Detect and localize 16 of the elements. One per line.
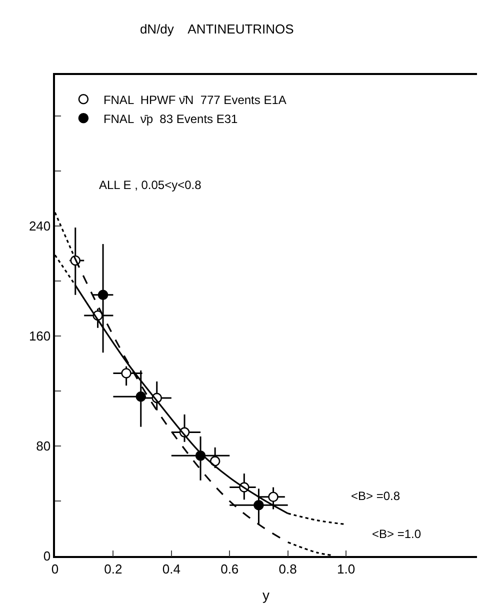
chart-title: dN/dy ANTINEUTRINOS bbox=[140, 22, 294, 37]
x-tick-label: 0.4 bbox=[162, 561, 180, 576]
x-tick-label: 0.6 bbox=[220, 561, 239, 576]
y-tick-label: 0 bbox=[43, 548, 51, 564]
y-tick-label: 240 bbox=[28, 218, 51, 234]
legend-label: FNAL ν̄p 83 Events E31 bbox=[103, 112, 238, 126]
y-tick-label: 160 bbox=[28, 328, 51, 344]
x-tick-label: 0.2 bbox=[104, 561, 122, 576]
y-tick-label: 80 bbox=[36, 438, 51, 454]
x-tick-label: 1.0 bbox=[336, 561, 356, 576]
x-tick-label: 0.8 bbox=[278, 561, 297, 576]
annotation: ALL E , 0.05<y<0.8 bbox=[99, 178, 202, 192]
legend-label: FNAL HPWF ν̄N 777 Events E1A bbox=[103, 92, 286, 107]
annotation: <B> =1.0 bbox=[372, 527, 422, 541]
x-axis-title: y bbox=[262, 587, 270, 604]
annotation: <B> =0.8 bbox=[351, 489, 400, 503]
